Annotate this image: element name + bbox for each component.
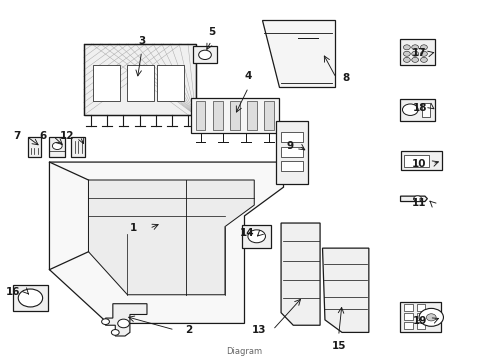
- Circle shape: [418, 309, 443, 326]
- Bar: [276, 121, 307, 184]
- Circle shape: [420, 45, 427, 50]
- Circle shape: [413, 196, 421, 202]
- Bar: [399, 99, 434, 121]
- Bar: [190, 98, 278, 134]
- Bar: [71, 137, 85, 157]
- Text: 7: 7: [13, 131, 20, 141]
- Circle shape: [411, 51, 418, 56]
- Circle shape: [402, 104, 417, 116]
- Circle shape: [420, 57, 427, 62]
- Circle shape: [118, 319, 129, 328]
- Circle shape: [420, 51, 427, 56]
- Bar: [404, 154, 428, 167]
- Text: 4: 4: [244, 71, 252, 81]
- Bar: [400, 151, 441, 170]
- Text: 3: 3: [138, 36, 145, 45]
- Text: 13: 13: [251, 325, 266, 335]
- Text: 10: 10: [410, 159, 425, 169]
- Text: 2: 2: [184, 325, 192, 335]
- Bar: [13, 285, 48, 311]
- Text: 18: 18: [411, 103, 426, 113]
- Circle shape: [18, 289, 42, 307]
- Polygon shape: [88, 180, 254, 295]
- Bar: [83, 44, 195, 116]
- Bar: [399, 40, 434, 65]
- Text: 16: 16: [6, 287, 20, 297]
- Bar: [195, 101, 205, 130]
- Polygon shape: [261, 21, 334, 87]
- Polygon shape: [49, 162, 283, 323]
- Circle shape: [198, 50, 211, 59]
- Text: 5: 5: [207, 27, 215, 37]
- Bar: [157, 65, 183, 101]
- Bar: [264, 101, 273, 130]
- Bar: [399, 302, 440, 332]
- Bar: [416, 322, 425, 329]
- Text: 15: 15: [331, 341, 345, 351]
- Text: 14: 14: [239, 228, 254, 238]
- Bar: [416, 305, 425, 311]
- Bar: [416, 314, 425, 320]
- Bar: [421, 103, 429, 117]
- Circle shape: [411, 45, 418, 50]
- Bar: [229, 101, 239, 130]
- Text: 8: 8: [341, 73, 348, 83]
- Bar: [281, 132, 303, 142]
- Bar: [127, 65, 154, 101]
- Polygon shape: [105, 304, 147, 336]
- Polygon shape: [400, 196, 427, 202]
- Circle shape: [411, 57, 418, 62]
- Circle shape: [426, 314, 435, 321]
- Text: 11: 11: [410, 198, 425, 208]
- Text: 12: 12: [59, 131, 74, 141]
- Bar: [404, 322, 412, 329]
- Text: 17: 17: [411, 48, 426, 58]
- Circle shape: [247, 230, 265, 243]
- Bar: [281, 147, 303, 157]
- Circle shape: [403, 57, 409, 62]
- Bar: [246, 101, 256, 130]
- Text: 6: 6: [40, 131, 47, 141]
- Bar: [93, 65, 120, 101]
- Circle shape: [403, 45, 409, 50]
- Bar: [242, 225, 271, 248]
- Circle shape: [52, 142, 62, 149]
- Text: Diagram: Diagram: [226, 347, 262, 356]
- Bar: [404, 314, 412, 320]
- Polygon shape: [322, 248, 368, 332]
- Circle shape: [403, 51, 409, 56]
- Circle shape: [102, 319, 109, 324]
- Text: 9: 9: [285, 141, 293, 151]
- Bar: [193, 46, 216, 63]
- Circle shape: [111, 329, 119, 335]
- Text: 19: 19: [412, 316, 426, 325]
- Text: 1: 1: [130, 224, 137, 233]
- Bar: [404, 305, 412, 311]
- Bar: [27, 137, 41, 157]
- Polygon shape: [281, 223, 320, 325]
- Bar: [49, 137, 65, 157]
- Bar: [281, 161, 303, 171]
- Bar: [212, 101, 222, 130]
- Bar: [83, 44, 195, 116]
